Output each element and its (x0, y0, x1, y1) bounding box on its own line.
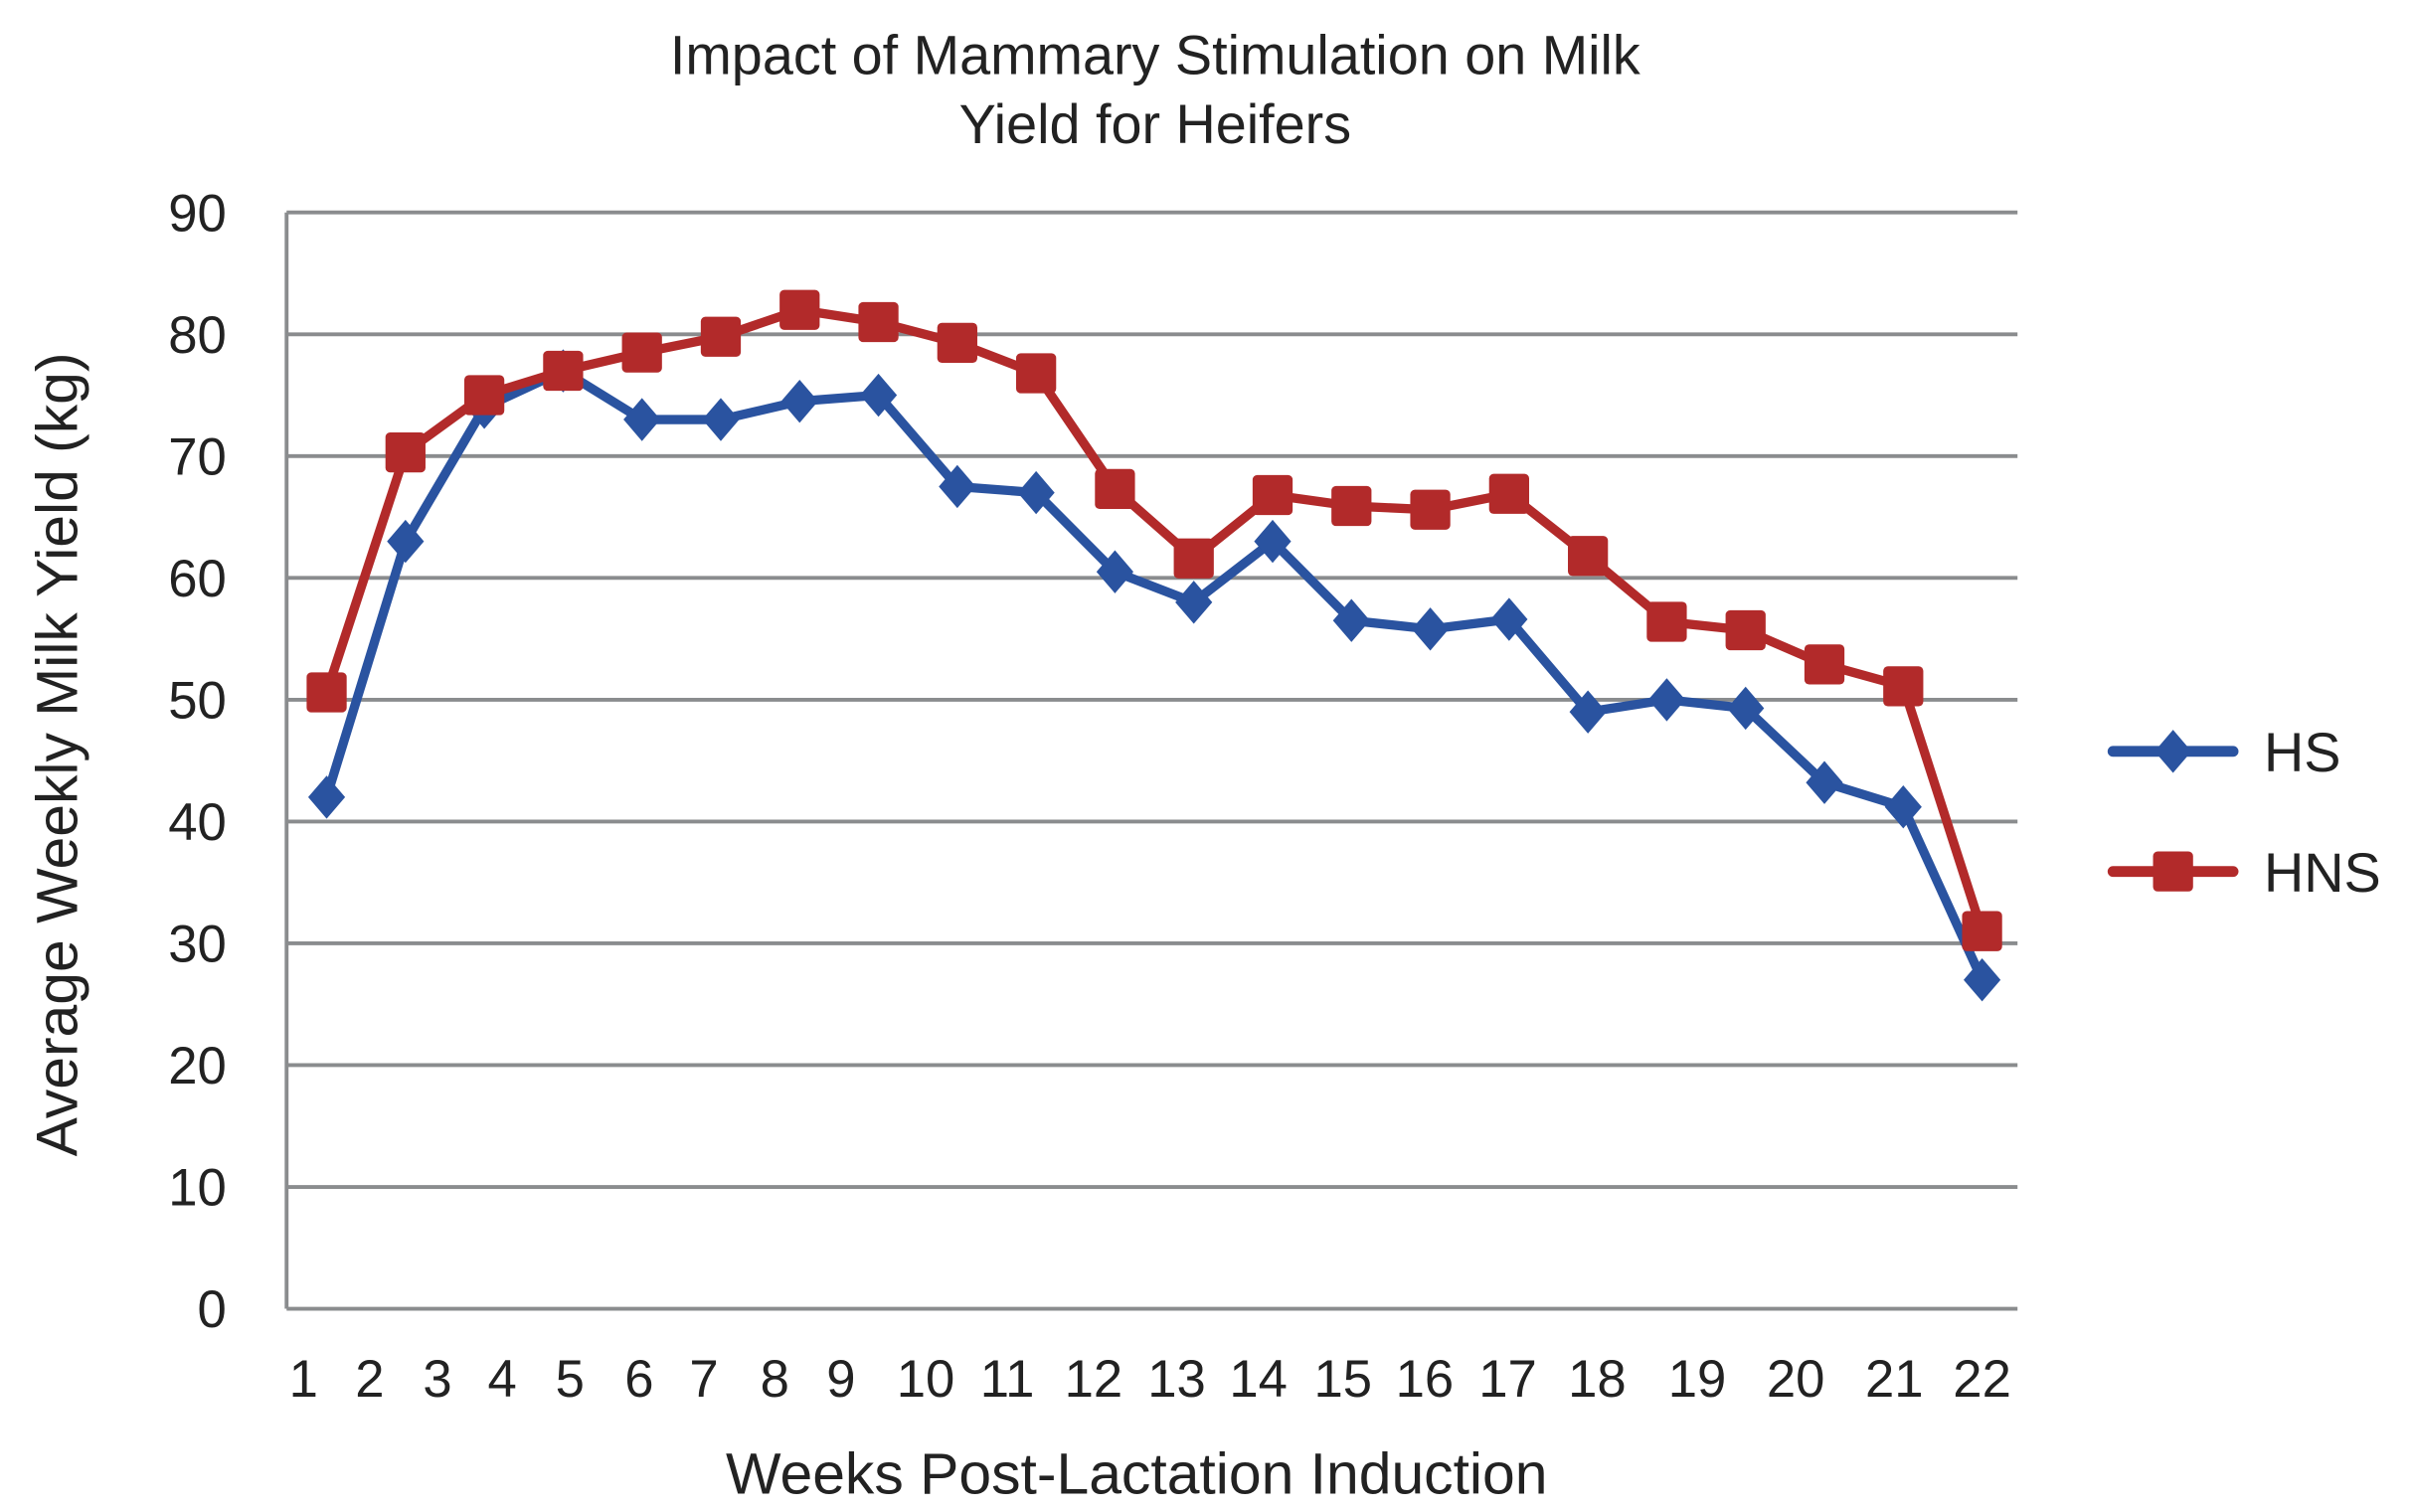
legend: HS HNS (2107, 722, 2381, 904)
data-point-hns (1962, 911, 2002, 951)
data-point-hs (623, 398, 661, 441)
data-point-hns (858, 301, 899, 343)
data-point-hs (1411, 607, 1450, 651)
x-tick-label: 10 (897, 1350, 955, 1409)
data-point-hs (1884, 785, 1922, 829)
x-tick-label: 12 (1065, 1350, 1123, 1409)
x-tick-label: 20 (1767, 1350, 1825, 1409)
x-tick-label: 14 (1229, 1350, 1288, 1409)
data-point-hns (1095, 468, 1135, 510)
data-point-hs (859, 373, 898, 418)
data-point-hs (1332, 598, 1370, 642)
x-tick-label: 13 (1147, 1350, 1206, 1409)
data-point-hns (1725, 609, 1766, 651)
legend-item-hns: HNS (2107, 842, 2381, 904)
data-point-hs (1017, 470, 1055, 515)
data-point-hns (1488, 473, 1529, 514)
data-point-hs (1647, 678, 1686, 722)
x-tick-label: 3 (423, 1350, 451, 1409)
data-point-hs (307, 775, 346, 819)
x-tick-label: 7 (689, 1350, 718, 1409)
data-point-hs (1096, 550, 1134, 593)
x-tick-label: 16 (1396, 1350, 1455, 1409)
data-point-hns (306, 672, 347, 713)
x-tick-label: 9 (826, 1350, 855, 1409)
data-point-hns (1410, 489, 1451, 530)
data-point-hns (543, 350, 584, 392)
x-tick-label: 19 (1668, 1350, 1727, 1409)
x-tick-label: 18 (1568, 1350, 1627, 1409)
data-point-hns (1568, 536, 1609, 577)
data-point-hns (463, 375, 505, 416)
legend-label: HNS (2264, 842, 2381, 904)
x-tick-label: 17 (1478, 1350, 1537, 1409)
data-point-hs (939, 464, 976, 509)
data-point-hs (1964, 958, 2001, 1002)
data-point-hns (937, 322, 977, 363)
data-point-hns (1015, 353, 1057, 394)
x-tick-label: 15 (1314, 1350, 1373, 1409)
series-hs (307, 349, 2001, 1002)
x-axis-label: Weeks Post-Lactation Induction (726, 1441, 1547, 1506)
data-point-hs (1569, 690, 1607, 734)
y-tick-label: 10 (168, 1159, 227, 1218)
data-point-hns (1646, 601, 1687, 642)
data-point-hns (700, 316, 742, 357)
x-tick-label: 4 (487, 1350, 516, 1409)
data-point-hs (1175, 581, 1213, 624)
legend-label: HS (2264, 722, 2340, 783)
data-point-hns (2153, 851, 2193, 892)
y-tick-label: 90 (168, 184, 227, 243)
y-tick-label: 50 (168, 671, 227, 730)
data-point-hns (1883, 666, 1924, 707)
x-tick-label: 1 (289, 1350, 318, 1409)
x-tick-label: 11 (980, 1350, 1035, 1409)
x-tick-label: 8 (761, 1350, 789, 1409)
x-tick-label: 21 (1865, 1350, 1924, 1409)
y-tick-label: 80 (168, 306, 227, 365)
data-point-hs (780, 379, 818, 423)
x-tick-label: 5 (556, 1350, 585, 1409)
data-point-hns (1804, 644, 1845, 685)
data-point-hns (1173, 538, 1214, 579)
data-point-hs (1490, 597, 1528, 641)
data-point-hns (621, 332, 662, 373)
y-tick-label: 30 (168, 916, 227, 974)
data-point-hs (1727, 686, 1765, 731)
data-point-hs (702, 398, 740, 441)
chart-title-line-2: Yield for Heifers (959, 93, 1352, 155)
data-point-hns (1331, 485, 1372, 527)
series-hns (306, 289, 2002, 951)
data-point-hns (385, 432, 426, 473)
legend-item-hs: HS (2107, 722, 2340, 783)
data-point-hns (779, 289, 820, 330)
chart-title-line-1: Impact of Mammary Stimulation on Milk (670, 24, 1640, 85)
y-tick-label: 20 (168, 1037, 227, 1095)
series-line-hs (322, 366, 1986, 982)
x-tick-label: 6 (624, 1350, 653, 1409)
data-point-hs (1806, 760, 1843, 804)
series-line-hns (322, 305, 1987, 933)
data-point-hs (2155, 730, 2192, 773)
data-point-hns (1252, 474, 1294, 516)
y-tick-label: 60 (168, 550, 227, 608)
x-tick-label: 22 (1953, 1350, 2011, 1409)
y-axis-label: Average Weekly Milk Yield (kg) (26, 353, 90, 1157)
y-tick-label: 40 (168, 793, 227, 852)
y-tick-label: 0 (198, 1280, 227, 1339)
x-tick-label: 2 (355, 1350, 384, 1409)
y-tick-label: 70 (168, 427, 227, 486)
